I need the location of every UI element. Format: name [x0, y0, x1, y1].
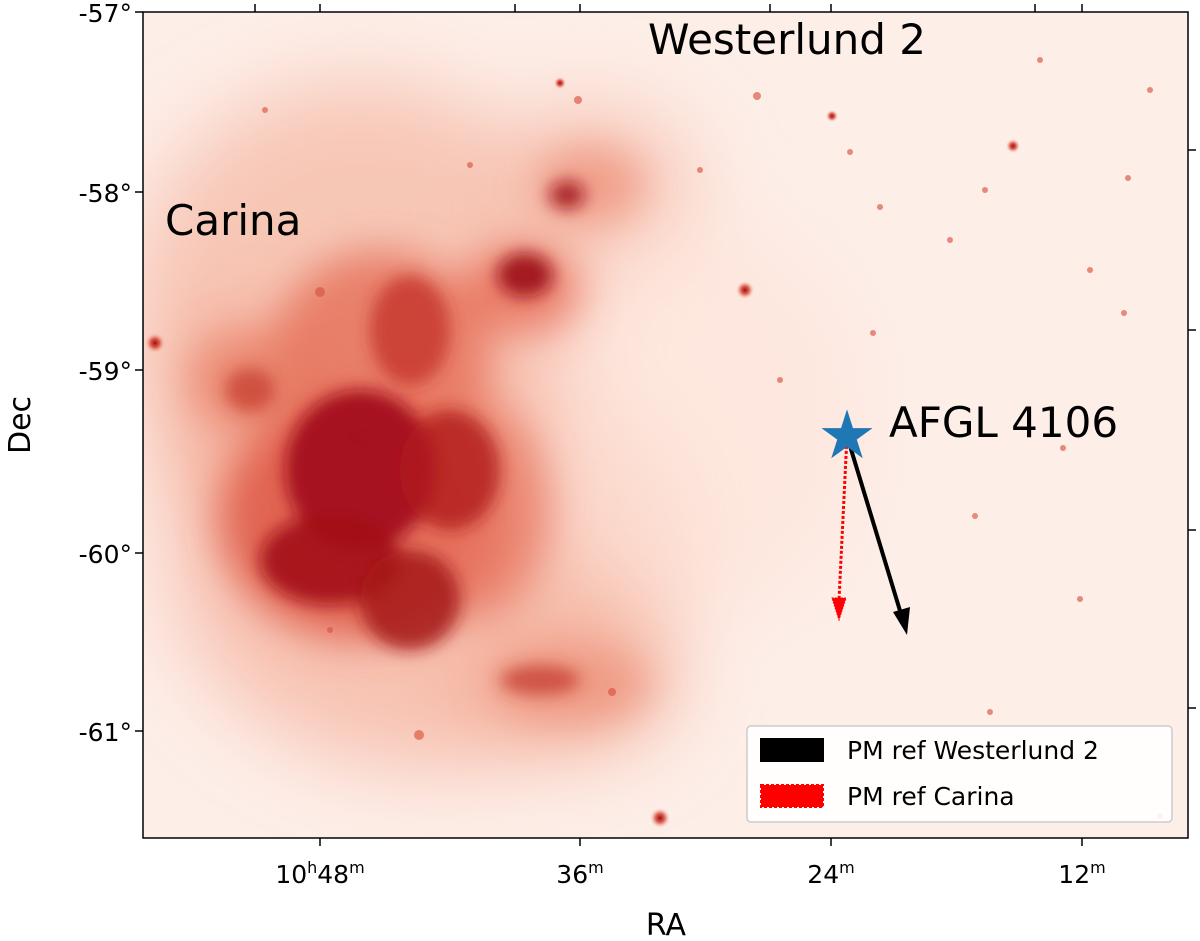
carina-label: Carina [165, 196, 301, 245]
point-source [650, 808, 670, 828]
point-source [736, 281, 754, 299]
ra-tick-label-3: 12m [1058, 858, 1105, 889]
point-source [947, 237, 953, 243]
point-source [1060, 445, 1066, 451]
point-source [467, 162, 473, 168]
point-source [982, 187, 988, 193]
point-source [777, 377, 783, 383]
point-source [1147, 87, 1153, 93]
pm-arrow-westerlund-2 [845, 435, 910, 635]
ra-tick-labels: 10h48m 36m 24m 12m [275, 858, 1105, 889]
sky-image [143, 12, 1188, 838]
point-source [608, 688, 616, 696]
ra-tick-label-2: 24m [807, 858, 854, 889]
dec-tick-label-4: -61° [79, 718, 132, 747]
pm-arrow-carina [831, 435, 849, 622]
point-source [847, 149, 853, 155]
point-source [1006, 139, 1020, 153]
axis-ticks [135, 4, 1196, 846]
legend-label-carina: PM ref Carina [847, 782, 1015, 811]
star-icon [821, 409, 873, 459]
point-source [1077, 596, 1083, 602]
y-axis-label: Dec [3, 396, 38, 454]
point-sources [145, 57, 1163, 828]
point-source [554, 77, 566, 89]
westerlund-2-label: Westerlund 2 [648, 15, 926, 64]
point-source [315, 287, 325, 297]
point-source [826, 110, 838, 122]
point-source [262, 107, 268, 113]
point-source [1121, 310, 1127, 316]
point-source [877, 204, 883, 210]
point-source [414, 730, 424, 740]
point-source [327, 627, 333, 633]
dec-tick-label-0: -57° [79, 0, 132, 28]
legend: PM ref Westerlund 2 PM ref Carina [746, 725, 1173, 823]
ra-tick-label-1: 36m [556, 858, 603, 889]
point-source [870, 330, 876, 336]
legend-label-westerlund-2: PM ref Westerlund 2 [847, 736, 1099, 765]
afgl-4106-label: AFGL 4106 [889, 398, 1118, 447]
point-source [753, 92, 761, 100]
plot-frame [142, 11, 1189, 839]
point-source [697, 167, 703, 173]
legend-swatch-westerlund-2 [760, 738, 824, 762]
point-source [1125, 175, 1131, 181]
dec-tick-label-1: -58° [79, 179, 132, 208]
carina-core [225, 181, 585, 695]
point-source [574, 96, 582, 104]
dec-tick-labels: -57° -58° -59° -60° -61° [79, 0, 132, 747]
dec-tick-label-2: -59° [79, 357, 132, 386]
legend-swatch-carina [760, 784, 824, 808]
point-source [1037, 57, 1043, 63]
x-axis-label: RA [646, 908, 687, 941]
point-source [987, 709, 993, 715]
ra-tick-label-0: 10h48m [275, 858, 364, 889]
point-source [145, 333, 165, 353]
point-source [972, 513, 978, 519]
dec-tick-label-3: -60° [79, 540, 132, 569]
legend-box [746, 725, 1173, 823]
point-source [1087, 267, 1093, 273]
